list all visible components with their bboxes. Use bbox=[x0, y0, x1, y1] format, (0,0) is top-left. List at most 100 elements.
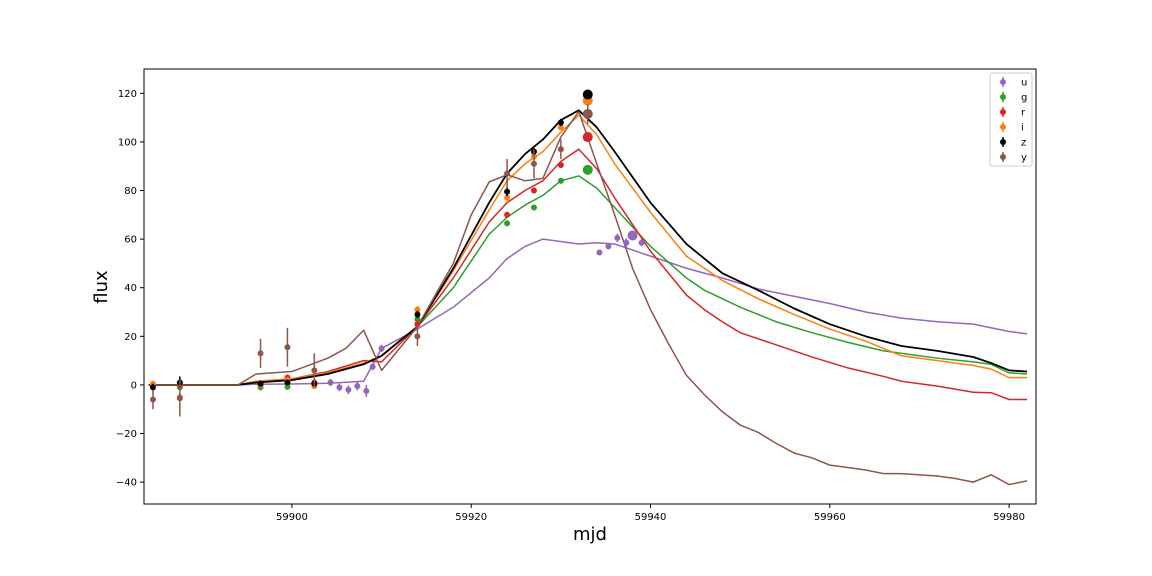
data-point-g bbox=[582, 164, 593, 175]
data-point-y bbox=[284, 327, 291, 367]
legend-label: z bbox=[1021, 138, 1026, 149]
marker bbox=[363, 387, 370, 394]
marker bbox=[557, 124, 564, 131]
data-point-z bbox=[582, 89, 593, 100]
data-point-z bbox=[504, 187, 511, 197]
data-point-u bbox=[369, 363, 376, 371]
marker bbox=[623, 239, 630, 246]
marker bbox=[582, 132, 593, 143]
data-point-r bbox=[504, 211, 511, 218]
model-line-u bbox=[148, 238, 1028, 386]
marker bbox=[327, 379, 334, 386]
legend-marker bbox=[1000, 109, 1006, 115]
x-tick-label: 59940 bbox=[635, 512, 667, 523]
plot-frame bbox=[143, 68, 1037, 505]
data-point-y bbox=[414, 326, 421, 347]
data-point-y bbox=[530, 149, 537, 179]
data-point-u bbox=[605, 243, 612, 250]
data-point-u bbox=[336, 383, 343, 392]
marker bbox=[557, 177, 564, 184]
y-tick-label: 0 bbox=[131, 380, 137, 391]
data-point-g bbox=[557, 177, 564, 184]
legend-item-y: y bbox=[1000, 152, 1027, 164]
marker bbox=[176, 395, 183, 402]
marker bbox=[284, 383, 291, 390]
marker bbox=[149, 396, 156, 403]
model-line-z bbox=[148, 109, 1028, 386]
data-point-u bbox=[345, 385, 352, 395]
legend-marker bbox=[1000, 139, 1006, 145]
marker bbox=[311, 367, 318, 374]
marker bbox=[414, 321, 421, 328]
y-axis-ticks: −40 −20 0 20 40 60 80 100 120 bbox=[116, 89, 144, 489]
x-axis-ticks: 59900 59920 59940 59960 59980 bbox=[276, 504, 1025, 523]
y-tick-label: 40 bbox=[124, 283, 137, 294]
y-tick-label: 20 bbox=[124, 332, 137, 343]
data-point-y bbox=[176, 380, 183, 417]
x-tick-label: 59980 bbox=[993, 512, 1025, 523]
x-tick-label: 59900 bbox=[276, 512, 308, 523]
marker bbox=[596, 249, 603, 256]
marker bbox=[414, 311, 421, 318]
data-point-u bbox=[363, 384, 370, 398]
x-tick-label: 59960 bbox=[814, 512, 846, 523]
data-point-r bbox=[582, 132, 593, 143]
marker bbox=[614, 234, 621, 241]
data-point-y bbox=[311, 353, 318, 388]
marker bbox=[504, 220, 511, 227]
marker bbox=[257, 380, 264, 387]
marker bbox=[557, 119, 564, 126]
legend-item-u: u bbox=[1000, 77, 1027, 89]
data-point-r bbox=[530, 187, 537, 194]
data-points bbox=[149, 89, 645, 417]
data-point-u bbox=[638, 239, 645, 247]
marker bbox=[557, 161, 564, 168]
model-line-r bbox=[148, 148, 1028, 401]
marker bbox=[257, 350, 264, 357]
legend-marker bbox=[1000, 124, 1006, 130]
marker bbox=[284, 344, 291, 351]
model-lines bbox=[148, 109, 1028, 486]
model-line-i bbox=[148, 114, 1028, 386]
model-line-y bbox=[148, 110, 1028, 486]
data-point-r bbox=[414, 320, 421, 328]
legend-label: g bbox=[1021, 93, 1027, 104]
legend-item-z: z bbox=[1000, 137, 1026, 149]
marker bbox=[530, 160, 537, 167]
data-point-u bbox=[327, 378, 334, 387]
data-point-z bbox=[557, 118, 564, 127]
legend-marker bbox=[1000, 154, 1006, 160]
x-tick-label: 59920 bbox=[455, 512, 487, 523]
y-tick-label: 120 bbox=[118, 89, 137, 100]
marker bbox=[530, 187, 537, 194]
data-point-u bbox=[614, 233, 621, 243]
data-point-z bbox=[414, 310, 421, 319]
marker bbox=[504, 188, 511, 195]
legend-item-g: g bbox=[1000, 92, 1027, 104]
data-point-y bbox=[582, 104, 593, 124]
legend-marker bbox=[1000, 79, 1006, 85]
marker bbox=[582, 108, 593, 119]
y-tick-label: 80 bbox=[124, 186, 137, 197]
marker bbox=[582, 164, 593, 175]
y-axis-label: flux bbox=[91, 270, 112, 304]
legend-marker bbox=[1000, 94, 1006, 100]
marker bbox=[354, 383, 361, 390]
data-point-y bbox=[557, 139, 564, 159]
marker bbox=[638, 239, 645, 246]
data-point-g bbox=[530, 204, 537, 211]
marker bbox=[284, 379, 291, 386]
data-point-g bbox=[504, 220, 511, 227]
marker bbox=[378, 345, 385, 352]
data-point-y bbox=[149, 389, 156, 410]
data-point-u bbox=[596, 249, 603, 256]
data-point-y bbox=[504, 158, 511, 189]
data-point-u bbox=[623, 238, 630, 248]
legend-item-r: r bbox=[1000, 107, 1026, 119]
data-point-r bbox=[557, 161, 564, 168]
marker bbox=[336, 384, 343, 391]
legend-label: i bbox=[1021, 123, 1024, 134]
x-axis-label: mjd bbox=[573, 524, 607, 545]
